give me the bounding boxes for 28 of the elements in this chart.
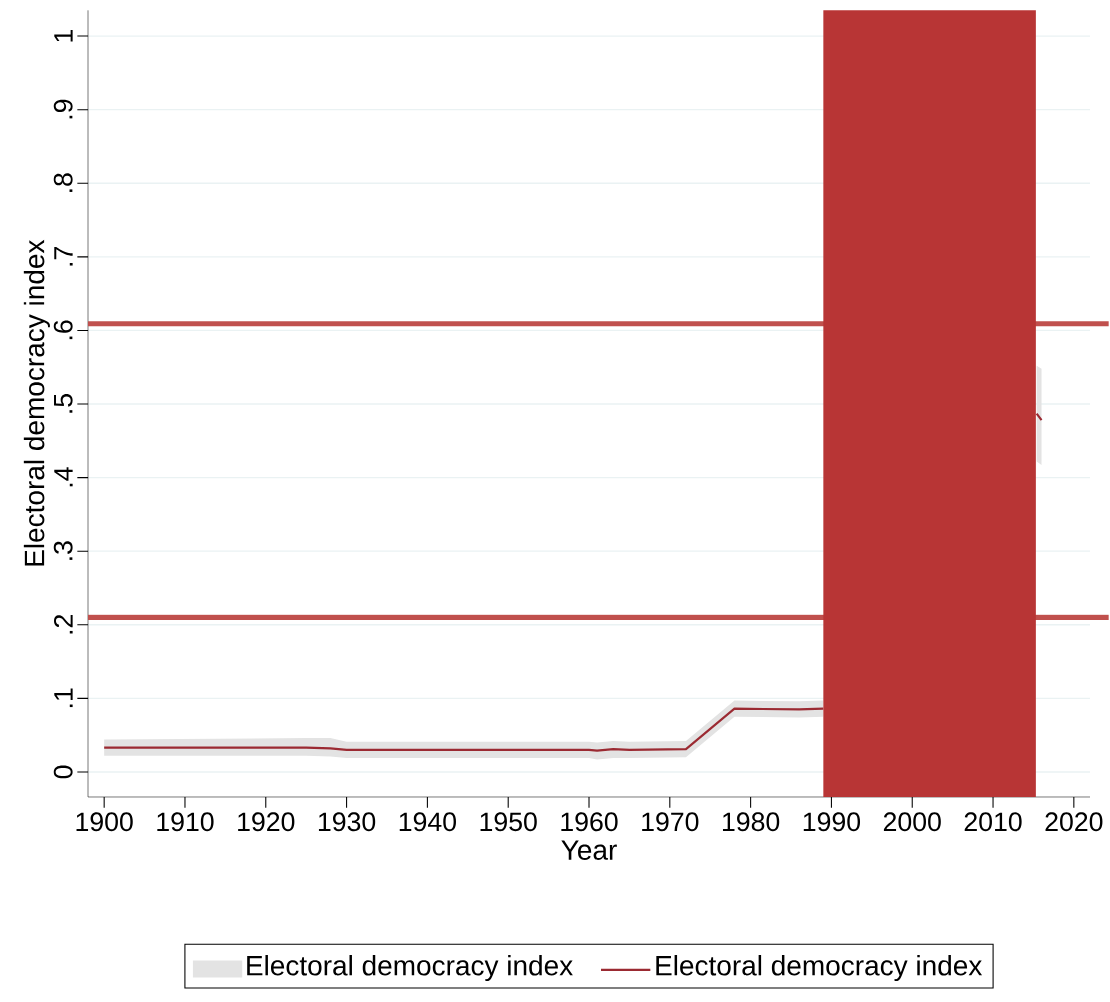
- x-tick-label: 2020: [1045, 812, 1103, 832]
- y-tick-label: .2: [54, 615, 73, 634]
- x-tick-label: 1920: [238, 812, 295, 832]
- x-tick-label: 1900: [76, 812, 133, 832]
- x-tick-label: 1960: [561, 812, 618, 832]
- x-tick-label: 1940: [399, 812, 456, 832]
- x-tick-label: 2010: [964, 812, 1022, 832]
- x-tick-label: 1990: [803, 812, 861, 832]
- y-axis-title: Electoral democracy index: [23, 239, 50, 566]
- y-tick-label: .4: [54, 467, 73, 487]
- y-tick-label: 1: [54, 29, 73, 42]
- x-tick-label: 1980: [722, 812, 780, 832]
- y-tick-label: .1: [54, 688, 73, 708]
- y-tick-label: .8: [53, 173, 73, 192]
- y-tick-label: 0: [53, 765, 73, 779]
- x-tick-label: 1950: [480, 812, 537, 832]
- y-tick-label: .6: [53, 320, 73, 340]
- x-tick-label: 1910: [157, 812, 214, 832]
- x-tick-label: 1970: [642, 812, 699, 832]
- y-tick-label: .9: [53, 99, 73, 119]
- legend-label: Electoral democracy index: [656, 954, 983, 982]
- y-tick-label: .3: [53, 541, 73, 560]
- y-tick-label: .5: [54, 394, 73, 413]
- y-tick-label: .7: [54, 247, 73, 266]
- text: Electoral democracy index: [247, 954, 573, 982]
- x-tick-label: 1930: [318, 812, 376, 832]
- x-tick-label: 2000: [883, 812, 941, 832]
- x-axis-title: Year: [561, 840, 617, 860]
